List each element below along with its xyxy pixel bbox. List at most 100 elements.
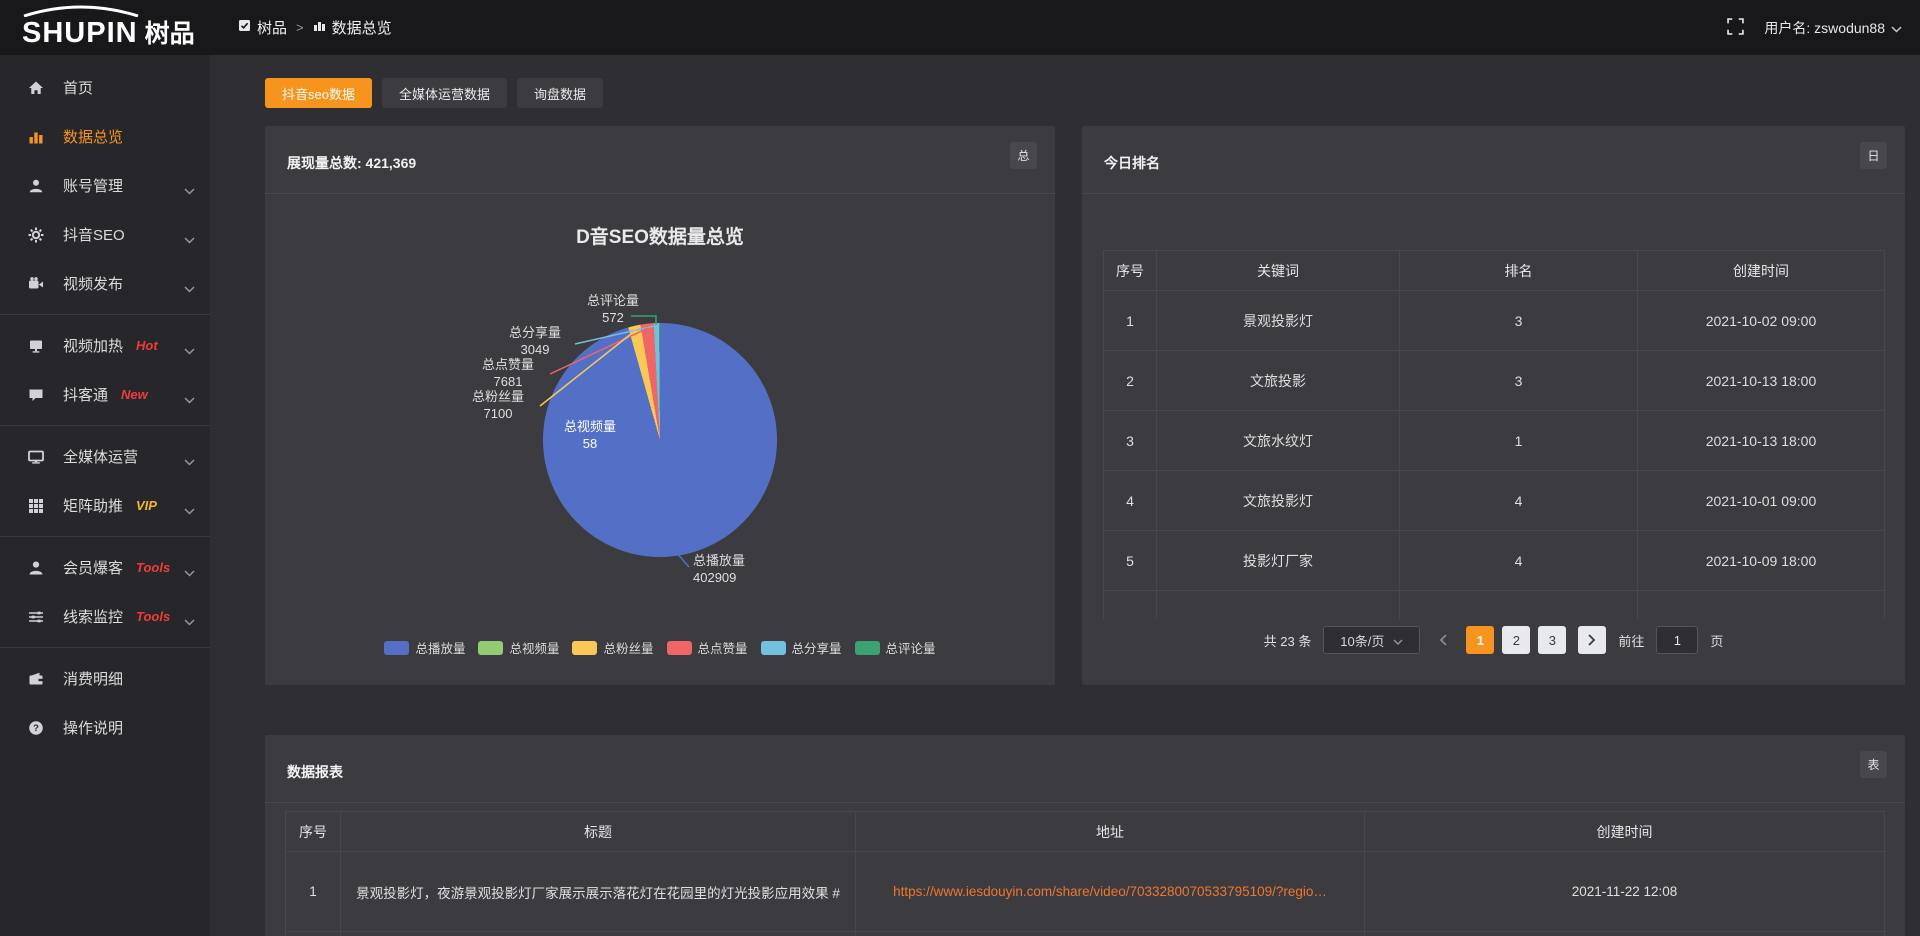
sidebar-item-12[interactable]: ? 操作说明: [0, 703, 210, 752]
page-button-3[interactable]: 3: [1538, 626, 1567, 654]
chart-panel: 展现量总数: 421,369 总 D音SEO数据量总览 总播放量 402909 总视…: [265, 126, 1055, 685]
sidebar-item-label: 操作说明: [63, 720, 124, 737]
table-row-empty: [1103, 590, 1885, 619]
report-panel-badge-button[interactable]: 表: [1860, 751, 1887, 778]
sidebar-item-badge: Tools: [136, 560, 171, 575]
sidebar-item-label: 矩阵助推: [63, 498, 124, 515]
sidebar-divider: [0, 536, 210, 537]
logo-arc-icon: [20, 4, 142, 22]
legend-label: 总分享量: [791, 642, 842, 656]
logo-en: SHUPIN: [22, 17, 138, 49]
rank-header-row: 序号 关键词 排名 创建时间: [1103, 250, 1885, 291]
video-icon: [28, 275, 46, 292]
pie-chart[interactable]: [543, 323, 777, 557]
sidebar-item-2[interactable]: 账号管理: [0, 161, 210, 210]
legend-item-3[interactable]: 总点赞量: [666, 638, 748, 657]
table-row: 1 景观投影灯，夜游景观投影灯厂家展示展示落花灯在花园里的灯光投影应用效果 # ht…: [285, 851, 1885, 932]
sidebar-item-11[interactable]: 消费明细: [0, 654, 210, 703]
report-panel-title: 数据报表: [287, 764, 343, 780]
table-cell: 4: [1399, 530, 1638, 591]
report-col-header: 标题: [340, 811, 856, 852]
rank-panel-badge-button[interactable]: 日: [1860, 142, 1887, 169]
sidebar-item-label: 抖音SEO: [63, 227, 125, 244]
sidebar-item-5[interactable]: 视频加热 Hot: [0, 321, 210, 370]
table-cell: 3: [1399, 350, 1638, 411]
legend-label: 总播放量: [415, 642, 466, 656]
sidebar-item-label: 线索监控: [63, 609, 124, 626]
goto-page-input[interactable]: [1656, 626, 1699, 654]
chevron-down-icon: [184, 280, 195, 297]
rank-col-header: 序号: [1103, 250, 1157, 291]
pie-label-2: 总粉丝量 7100: [443, 388, 553, 422]
legend-item-0[interactable]: 总播放量: [384, 638, 465, 657]
sidebar-item-6[interactable]: 抖客通 New: [0, 370, 210, 419]
table-row: 3 文旅水纹灯 1 2021-10-13 18:00: [1103, 410, 1885, 471]
table-cell: 3: [1399, 290, 1638, 351]
rank-table-body: 1 景观投影灯 3 2021-10-02 09:00 2 文旅投影 3 2021-10-13 …: [1103, 290, 1885, 619]
table-cell: 2021-10-13 18:00: [1637, 350, 1885, 411]
legend-label: 总视频量: [509, 642, 560, 656]
member-icon: [28, 559, 46, 576]
pie-label-value: 3049: [520, 342, 550, 357]
sidebar-item-9[interactable]: 会员爆客 Tools: [0, 543, 210, 592]
chart-panel-badge-button[interactable]: 总: [1010, 142, 1037, 169]
report-col-header: 序号: [285, 811, 341, 852]
pie-label-name: 总粉丝量: [471, 389, 524, 404]
report-time-cell: 2021-11-22 12:08: [1364, 851, 1885, 932]
breadcrumb-root[interactable]: 树品: [238, 17, 287, 38]
table-cell: 文旅水纹灯: [1156, 410, 1400, 471]
sidebar-item-8[interactable]: 矩阵助推 VIP: [0, 481, 210, 530]
page-size-select[interactable]: 10条/页: [1323, 626, 1421, 654]
pie-label-name: 总点赞量: [481, 357, 534, 372]
pie-label-4: 总分享量 3049: [480, 324, 590, 358]
report-link[interactable]: https://www.iesdouyin.com/share/video/70…: [893, 884, 1327, 900]
page-button-2[interactable]: 2: [1502, 626, 1531, 654]
legend-item-1[interactable]: 总视频量: [478, 638, 559, 657]
legend-item-5[interactable]: 总评论量: [854, 638, 936, 657]
table-cell: 2021-10-09 18:00: [1637, 530, 1885, 591]
rank-panel: 今日排名 日 序号 关键词 排名 创建时间 1 景观投影灯 3 2021-10-02 09:…: [1082, 126, 1905, 685]
table-row-empty: [285, 931, 1885, 936]
sliders-icon: [28, 608, 46, 625]
sidebar-item-label: 首页: [63, 80, 94, 97]
report-index-cell: 1: [285, 851, 341, 932]
tab-bar: 抖音seo数据 全媒体运营数据 询盘数据: [265, 78, 603, 108]
report-table-head: 序号 标题 地址 创建时间: [285, 811, 1885, 852]
sidebar-item-badge: VIP: [136, 498, 157, 513]
tab-0[interactable]: 抖音seo数据: [265, 78, 372, 108]
sidebar-item-7[interactable]: 全媒体运营: [0, 432, 210, 481]
legend-item-4[interactable]: 总分享量: [760, 638, 842, 657]
breadcrumb-root-label: 树品: [257, 20, 288, 37]
sidebar-item-1[interactable]: 数据总览: [0, 112, 210, 161]
divider: [265, 802, 1905, 803]
sidebar-item-0[interactable]: 首页: [0, 63, 210, 112]
divider: [265, 193, 1055, 194]
page-button-1[interactable]: 1: [1466, 626, 1495, 654]
sidebar-item-10[interactable]: 线索监控 Tools: [0, 592, 210, 641]
goto-label: 前往: [1618, 633, 1645, 649]
main-content: 抖音seo数据 全媒体运营数据 询盘数据 展现量总数: 421,369 总 D音SE…: [210, 55, 1920, 936]
report-table-body: 1 景观投影灯，夜游景观投影灯厂家展示展示落花灯在花园里的灯光投影应用效果 # ht…: [285, 851, 1885, 936]
table-cell: 5: [1103, 530, 1157, 591]
fullscreen-icon[interactable]: [1727, 17, 1745, 38]
rank-table-head: 序号 关键词 排名 创建时间: [1103, 250, 1885, 291]
logo-cn: 树品: [144, 20, 195, 48]
sidebar-item-badge: New: [121, 387, 148, 402]
breadcrumb-current[interactable]: 数据总览: [313, 17, 392, 38]
sidebar-item-badge: Tools: [136, 609, 171, 624]
divider: [1082, 193, 1905, 194]
sidebar-item-3[interactable]: 抖音SEO: [0, 210, 210, 259]
next-page-button[interactable]: [1578, 626, 1607, 654]
user-menu[interactable]: 用户名: zswodun88: [1764, 18, 1902, 38]
legend-swatch: [854, 640, 880, 655]
tab-1[interactable]: 全媒体运营数据: [381, 78, 507, 108]
prev-page-button[interactable]: [1432, 634, 1454, 646]
tab-2[interactable]: 询盘数据: [516, 78, 603, 108]
legend-item-2[interactable]: 总粉丝量: [572, 638, 654, 657]
sidebar-item-4[interactable]: 视频发布: [0, 259, 210, 308]
table-cell: 1: [1103, 290, 1157, 351]
sidebar-item-badge: Hot: [136, 338, 158, 353]
table-cell: 3: [1103, 410, 1157, 471]
